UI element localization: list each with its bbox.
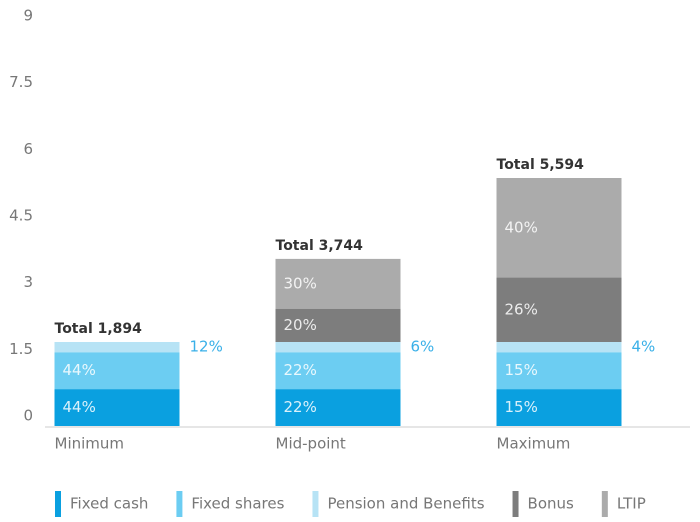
bar-segment: [496, 389, 622, 426]
legend-label: Fixed shares: [191, 495, 284, 513]
y-tick-label: 4.5: [9, 207, 33, 225]
bar-segment: [275, 308, 401, 342]
legend-label: Fixed cash: [70, 495, 148, 513]
share-label: 20%: [284, 316, 317, 334]
bar-segment: [275, 258, 401, 309]
bar-segment: [54, 342, 180, 353]
y-tick-label: 3: [23, 273, 33, 291]
bar-segment: [54, 352, 180, 390]
y-tick-label: 6: [23, 140, 33, 158]
bar-segment: [496, 178, 622, 278]
y-tick-label: 1.5: [9, 340, 33, 358]
bar-segment: [275, 352, 401, 390]
share-label: 6%: [411, 338, 435, 356]
share-label: 15%: [505, 361, 538, 379]
total-label: Total 3,744: [276, 238, 364, 254]
share-label: 44%: [63, 398, 96, 416]
legend-label: LTIP: [617, 495, 646, 513]
share-label: 4%: [632, 338, 656, 356]
share-label: 12%: [190, 338, 223, 356]
x-tick-label: Mid-point: [276, 435, 346, 453]
bar-segment: [54, 389, 180, 426]
share-label: 15%: [505, 398, 538, 416]
total-label: Total 5,594: [497, 157, 585, 173]
y-tick-label: 9: [23, 7, 33, 25]
bar-segment: [496, 277, 622, 342]
y-tick-label: 0: [23, 407, 33, 425]
share-label: 30%: [284, 274, 317, 292]
bar-segment: [275, 342, 401, 353]
legend-swatch: [312, 491, 319, 517]
legend-swatch: [55, 491, 61, 517]
legend-swatch: [512, 491, 519, 517]
bar-segment: [275, 389, 401, 426]
bar-segment: [496, 342, 622, 353]
legend-swatch: [176, 491, 183, 517]
share-label: 26%: [505, 300, 538, 318]
share-label: 22%: [284, 398, 317, 416]
bar-segment: [496, 352, 622, 390]
total-label: Total 1,894: [55, 321, 143, 337]
x-tick-label: Minimum: [55, 435, 125, 453]
legend-label: Bonus: [528, 495, 574, 513]
legend-swatch: [601, 491, 608, 517]
legend-label: Pension and Benefits: [327, 495, 484, 513]
x-tick-label: Maximum: [497, 435, 571, 453]
share-label: 40%: [505, 218, 538, 236]
share-label: 44%: [63, 361, 96, 379]
share-label: 22%: [284, 361, 317, 379]
y-tick-label: 7.5: [9, 73, 33, 91]
